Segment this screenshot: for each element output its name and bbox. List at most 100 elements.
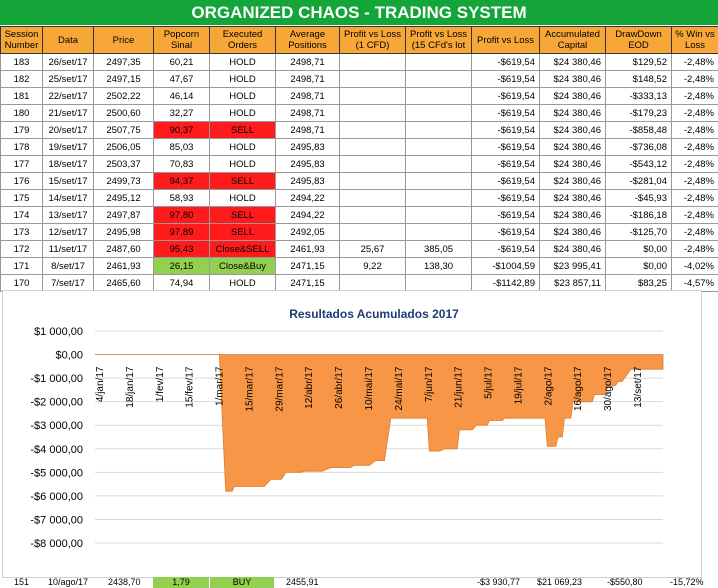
x-tick-label: 12/abr/17 <box>304 366 315 409</box>
cell-capital: $21 069,23 <box>537 577 583 587</box>
cell-date: 12/set/17 <box>42 223 94 241</box>
cell-average: 2495,83 <box>275 172 340 190</box>
cell-pl: -$1142,89 <box>471 274 540 292</box>
cell-session: 181 <box>0 87 43 105</box>
cell-date: 15/set/17 <box>42 172 94 190</box>
cell-date: 20/set/17 <box>42 121 94 139</box>
cell-pl1 <box>339 155 406 173</box>
col-header-average: Average Positions <box>275 26 340 54</box>
cell-session: 179 <box>0 121 43 139</box>
cell-date: 26/set/17 <box>42 53 94 71</box>
cell-pct: -2,48% <box>671 53 718 71</box>
cell-drawdown: -$179,23 <box>605 104 672 122</box>
cell-pct: -2,48% <box>671 240 718 258</box>
x-tick-label: 5/jul/17 <box>484 366 495 399</box>
table-row: 173 12/set/17 2495,98 97,89 SELL 2492,05 -$619… <box>0 223 718 241</box>
cell-session: 182 <box>0 70 43 88</box>
cell-capital: $24 380,46 <box>539 223 606 241</box>
cell-price: 2438,70 <box>108 577 141 587</box>
chart-title: Resultados Acumulados 2017 <box>289 307 459 321</box>
cell-order: HOLD <box>209 189 276 207</box>
x-tick-label: 4/jan/17 <box>95 366 106 402</box>
cell-drawdown: $83,25 <box>605 274 672 292</box>
cell-popcorn: 94,37 <box>153 172 210 190</box>
cell-pl: -$619,54 <box>471 87 540 105</box>
cell-date: 18/set/17 <box>42 155 94 173</box>
cell-average: 2461,93 <box>275 240 340 258</box>
cell-pl15 <box>405 138 472 156</box>
cell-pl15 <box>405 206 472 224</box>
col-header-date: Data <box>42 26 94 54</box>
cell-capital: $24 380,46 <box>539 70 606 88</box>
cell-order: SELL <box>209 223 276 241</box>
cell-order: HOLD <box>209 70 276 88</box>
y-tick-label: -$6 000,00 <box>30 491 83 503</box>
cell-session: 176 <box>0 172 43 190</box>
cell-popcorn: 97,80 <box>153 206 210 224</box>
cell-pct: -2,48% <box>671 206 718 224</box>
cell-capital: $24 380,46 <box>539 138 606 156</box>
x-tick-label: 24/mai/17 <box>394 366 405 410</box>
cell-pct: -2,48% <box>671 104 718 122</box>
cell-popcorn: 70,83 <box>153 155 210 173</box>
chart-area-series <box>95 354 664 492</box>
cell-order: HOLD <box>209 155 276 173</box>
cell-capital: $23 857,11 <box>539 274 606 292</box>
cell-average: 2498,71 <box>275 87 340 105</box>
y-tick-label: -$4 000,00 <box>30 444 83 456</box>
cell-pl: -$619,54 <box>471 53 540 71</box>
cell-capital: $24 380,46 <box>539 240 606 258</box>
cell-pct: -2,48% <box>671 189 718 207</box>
cell-drawdown: -$736,08 <box>605 138 672 156</box>
cell-pl15 <box>405 121 472 139</box>
cell-price: 2506,05 <box>93 138 154 156</box>
cell-pl: -$619,54 <box>471 70 540 88</box>
cell-capital: $24 380,46 <box>539 121 606 139</box>
cell-session: 151 <box>14 577 30 587</box>
cell-drawdown: -$333,13 <box>605 87 672 105</box>
cell-pl15 <box>405 189 472 207</box>
cell-price: 2495,98 <box>93 223 154 241</box>
x-tick-label: 19/jul/17 <box>513 366 524 404</box>
cell-pl: -$619,54 <box>471 172 540 190</box>
cell-session: 171 <box>0 257 43 275</box>
cell-pl1 <box>339 138 406 156</box>
cell-capital: $24 380,46 <box>539 87 606 105</box>
table-row: 177 18/set/17 2503,37 70,83 HOLD 2495,83 -$619… <box>0 155 718 173</box>
cell-pct: -2,48% <box>671 121 718 139</box>
cell-order: HOLD <box>209 138 276 156</box>
cell-popcorn: 60,21 <box>153 53 210 71</box>
cell-price: 2487,60 <box>93 240 154 258</box>
cell-price: 2465,60 <box>93 274 154 292</box>
cell-popcorn: 47,67 <box>153 70 210 88</box>
cell-pl: -$3 930,77 <box>477 577 521 587</box>
y-tick-label: -$3 000,00 <box>30 420 83 432</box>
cell-date: 8/set/17 <box>42 257 94 275</box>
cell-pl15 <box>405 53 472 71</box>
cell-price: 2497,35 <box>93 53 154 71</box>
cell-pl15 <box>405 87 472 105</box>
table-row: 171 8/set/17 2461,93 26,15 Close&Buy 2471,15 9… <box>0 257 718 275</box>
y-tick-label: -$1 000,00 <box>30 373 83 385</box>
table-row: 182 25/set/17 2497,15 47,67 HOLD 2498,71 -$619… <box>0 70 718 88</box>
cell-pl: -$619,54 <box>471 240 540 258</box>
cell-order: HOLD <box>209 274 276 292</box>
y-tick-label: -$2 000,00 <box>30 397 83 409</box>
cell-pl15 <box>405 223 472 241</box>
chart-x-axis: 4/jan/17 18/jan/17 1/fev/17 15/fev/17 1/mar/… <box>95 366 644 411</box>
cell-pl: -$619,54 <box>471 206 540 224</box>
cell-price: 2495,12 <box>93 189 154 207</box>
cell-date: 7/set/17 <box>42 274 94 292</box>
cell-average: 2494,22 <box>275 206 340 224</box>
cell-date: 21/set/17 <box>42 104 94 122</box>
table-row: 179 20/set/17 2507,75 90,37 SELL 2498,71 -$619… <box>0 121 718 139</box>
cell-pl15 <box>405 172 472 190</box>
cell-pl: -$619,54 <box>471 189 540 207</box>
cell-session: 174 <box>0 206 43 224</box>
cell-average: 2492,05 <box>275 223 340 241</box>
page-title: ORGANIZED CHAOS - TRADING SYSTEM <box>0 0 718 25</box>
cell-order: HOLD <box>209 53 276 71</box>
cell-drawdown: -$281,04 <box>605 172 672 190</box>
cell-date: 14/set/17 <box>42 189 94 207</box>
x-tick-label: 10/mai/17 <box>364 366 375 410</box>
